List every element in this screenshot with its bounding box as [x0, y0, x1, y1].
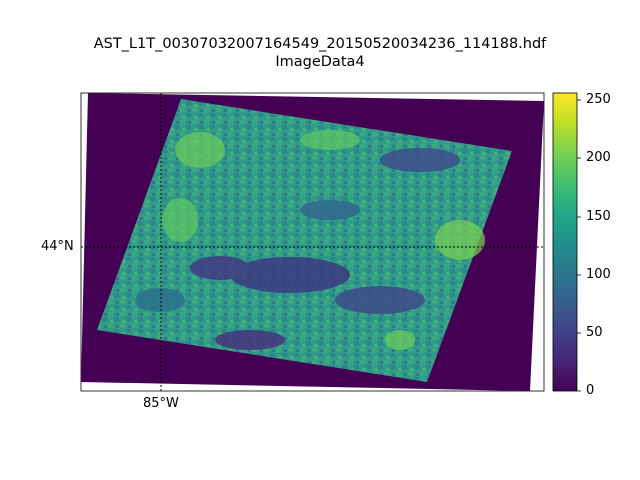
colorbar-tick-150: 150 [586, 209, 611, 224]
colorbar-tick-200: 200 [586, 150, 611, 165]
colorbar-tick-50: 50 [586, 325, 603, 340]
colorbar-tick-100: 100 [586, 267, 611, 282]
parallel-label: 44°N [41, 239, 74, 254]
figure-title: AST_L1T_00307032007164549_20150520034236… [93, 36, 547, 52]
colorbar-tick-0: 0 [586, 383, 595, 398]
colorbar [552, 92, 578, 392]
colorbar-tick-250: 250 [586, 92, 611, 107]
high-value-patches [162, 130, 485, 350]
colorbar-ticks [577, 99, 581, 392]
low-value-patches [135, 148, 460, 350]
meridian-label: 85°W [143, 396, 179, 411]
figure-subtitle: ImageData4 [275, 54, 365, 70]
